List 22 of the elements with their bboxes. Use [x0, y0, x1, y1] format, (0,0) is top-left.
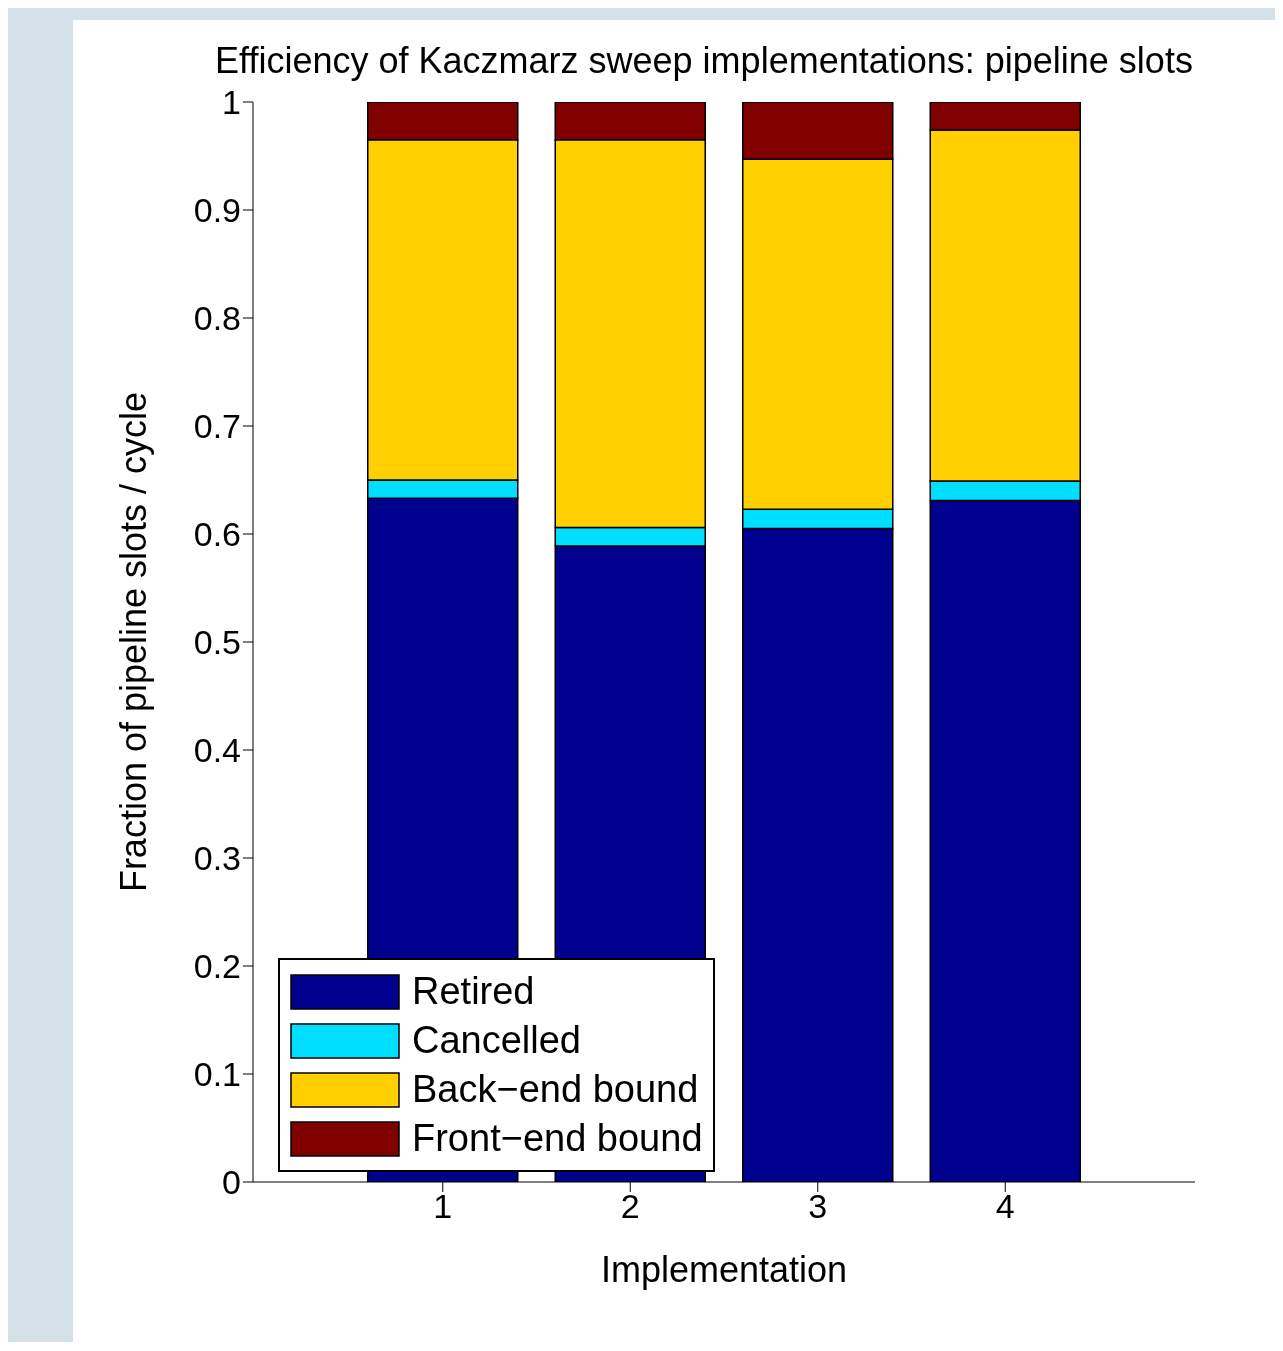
chart-title: Efficiency of Kaczmarz sweep implementations: pipeline slots	[214, 39, 1194, 82]
y-tick-label: 1	[222, 83, 241, 122]
y-tick-label: 0.7	[193, 407, 241, 446]
x-tick-label: 2	[620, 1187, 640, 1226]
y-tick-label: 0.1	[193, 1055, 241, 1094]
y-tick-label: 0.6	[193, 515, 241, 554]
y-tick-label: 0.8	[193, 299, 241, 338]
y-tick-label: 0.5	[193, 623, 241, 662]
y-tick-label: 0.4	[193, 731, 241, 770]
x-tick-label: 1	[433, 1187, 453, 1226]
x-tick-label: 4	[995, 1187, 1015, 1226]
x-tick-label: 3	[808, 1187, 828, 1226]
y-tick-label: 0.3	[193, 839, 241, 878]
y-tick-label: 0.9	[193, 191, 241, 230]
legend-label: Retired	[412, 970, 535, 1013]
y-tick-label: 0	[222, 1163, 241, 1202]
y-tick-label: 0.2	[193, 947, 241, 986]
x-axis-title: Implementation	[600, 1249, 848, 1290]
legend-label: Back−end bound	[412, 1068, 699, 1111]
y-axis-title: Fraction of pipeline slots / cycle	[112, 391, 154, 893]
legend-label: Front−end bound	[412, 1117, 703, 1160]
legend-label: Cancelled	[412, 1019, 581, 1062]
